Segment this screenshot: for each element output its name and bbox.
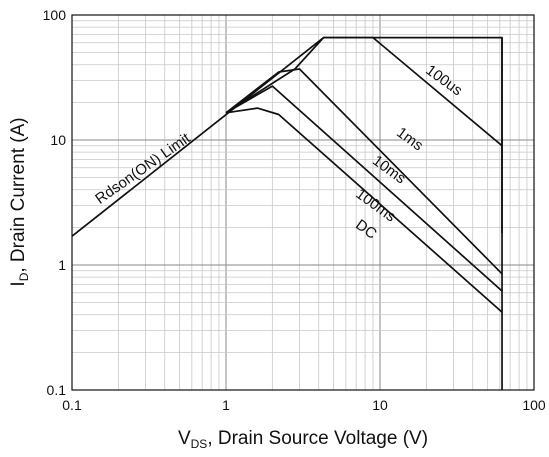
- x-tick-label: 0.1: [62, 397, 82, 413]
- series-line: [323, 36, 503, 147]
- y-tick-label: 100: [43, 7, 67, 23]
- series-label: 1ms: [393, 124, 426, 154]
- x-tick-label: 100: [522, 397, 546, 413]
- x-tick-label: 10: [372, 397, 388, 413]
- series-line: [225, 85, 503, 292]
- x-tick-label: 1: [222, 397, 230, 413]
- grid: [71, 14, 535, 391]
- y-tick-label: 1: [58, 257, 66, 273]
- series-line: [225, 107, 503, 313]
- x-axis-title: VDS, Drain Source Voltage (V): [178, 428, 428, 451]
- series-group: [71, 36, 503, 390]
- y-tick-label: 0.1: [47, 382, 67, 398]
- y-axis-title: ID, Drain Current (A): [8, 117, 31, 286]
- y-tick-label: 10: [50, 132, 66, 148]
- x-tick-labels: 0.1 1 10 100: [62, 397, 546, 413]
- plot-frame: [71, 14, 535, 391]
- series-label: Rdson(ON) Limit: [92, 129, 194, 207]
- y-tick-labels: 0.1 1 10 100: [43, 7, 67, 398]
- series-line: [71, 36, 325, 237]
- series-line: [225, 68, 503, 275]
- series-label: 10ms: [369, 152, 409, 187]
